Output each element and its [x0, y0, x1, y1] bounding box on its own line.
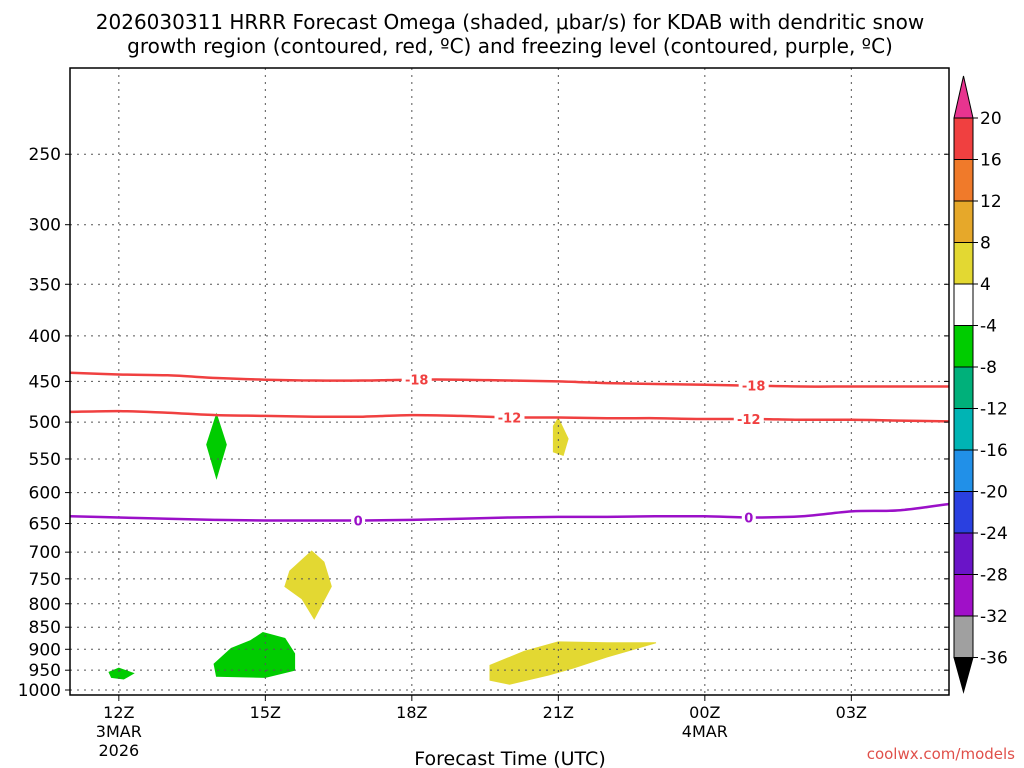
colorbar-swatch [953, 283, 974, 326]
x-tick-year-label: 2026 [98, 741, 139, 760]
colorbar-swatch [953, 615, 974, 658]
x-tick-label: 21Z [543, 703, 574, 722]
colorbar-label: -16 [980, 441, 1008, 461]
x-tick-label: 15Z [250, 703, 281, 722]
credit-text: coolwx.com/models [867, 745, 1015, 763]
y-axis-ticks: 2503003504004505005506006507007508008509… [18, 145, 949, 701]
y-tick-label: 700 [29, 543, 61, 563]
colorbar-swatch [953, 408, 974, 451]
colorbar-label: -8 [980, 358, 997, 378]
chart-title-line-2: growth region (contoured, red, ºC) and f… [127, 34, 893, 58]
chart-title-line-1: 2026030311 HRRR Forecast Omega (shaded, … [96, 10, 924, 34]
colorbar-swatch [953, 366, 974, 409]
omega-region [206, 412, 227, 480]
y-tick-label: 900 [29, 640, 61, 660]
colorbar-bottom-arrow [953, 657, 974, 694]
colorbar-label: 20 [980, 109, 1002, 129]
colorbar-label: -36 [980, 649, 1008, 669]
colorbar-top-arrow [953, 75, 974, 119]
colorbar-swatch [953, 117, 974, 160]
x-tick-date-label: 3MAR [96, 722, 142, 741]
colorbar-swatch [953, 159, 974, 202]
colorbar-label: -4 [980, 317, 997, 337]
contour-label-bg [351, 513, 366, 528]
omega-region [213, 632, 296, 678]
contour-label-bg [401, 372, 432, 387]
y-tick-label: 800 [29, 595, 61, 615]
contour-label-bg [741, 510, 756, 525]
omega-region [108, 667, 135, 680]
colorbar-swatch [953, 574, 974, 617]
y-tick-label: 600 [29, 484, 61, 504]
x-tick-label: 12Z [103, 703, 134, 722]
y-tick-label: 750 [29, 570, 61, 590]
y-tick-label: 850 [29, 618, 61, 638]
colorbar-label: -12 [980, 400, 1008, 420]
omega-region [284, 550, 332, 620]
colorbar-label: 16 [980, 151, 1002, 171]
y-tick-label: 350 [29, 275, 61, 295]
y-tick-label: 1000 [18, 681, 61, 701]
colorbar-swatch [953, 449, 974, 492]
contour-label: -12 [737, 413, 761, 428]
colorbar-swatch [953, 491, 974, 534]
colorbar-label: 4 [980, 275, 991, 295]
contour-label: -18 [405, 374, 429, 389]
contour-line [69, 502, 950, 522]
colorbar-label: -24 [980, 524, 1008, 544]
contour-label-bg [738, 378, 769, 393]
y-tick-label: 500 [29, 413, 61, 433]
omega-shaded-regions [108, 412, 657, 685]
y-tick-label: 300 [29, 216, 61, 236]
x-axis-label: Forecast Time (UTC) [414, 748, 605, 768]
y-tick-label: 950 [29, 661, 61, 681]
omega-region [489, 641, 657, 685]
contour-label-bg [733, 412, 764, 427]
colorbar-label: 8 [980, 234, 991, 254]
x-tick-label: 00Z [689, 703, 720, 722]
y-tick-label: 450 [29, 372, 61, 392]
contour-label: -12 [498, 411, 522, 426]
colorbar-swatch [953, 532, 974, 575]
colorbar-swatch [953, 242, 974, 285]
colorbar: 20 16 12 8 4 -4 -8 -12 -16 -20 -24 -28 -32 -36 [953, 75, 1008, 694]
colorbar-label: -20 [980, 483, 1008, 503]
contour-label: -18 [742, 380, 766, 395]
y-tick-label: 650 [29, 515, 61, 535]
contour-label: 0 [354, 515, 363, 530]
y-tick-label: 250 [29, 145, 61, 165]
x-tick-label: 18Z [396, 703, 427, 722]
y-tick-label: 550 [29, 450, 61, 470]
x-tick-date-label: 4MAR [682, 722, 728, 741]
colorbar-label: -32 [980, 607, 1008, 627]
colorbar-swatch [953, 200, 974, 243]
colorbar-label: 12 [980, 192, 1002, 212]
contour-label: 0 [744, 511, 753, 526]
y-tick-label: 400 [29, 327, 61, 347]
contour-line [69, 371, 949, 388]
temperature-contours: -18 -18 -12 -12 0 0 [69, 371, 950, 530]
contour-label-bg [494, 410, 525, 425]
colorbar-label: -28 [980, 566, 1008, 586]
colorbar-swatch [953, 325, 974, 368]
x-tick-label: 03Z [836, 703, 867, 722]
